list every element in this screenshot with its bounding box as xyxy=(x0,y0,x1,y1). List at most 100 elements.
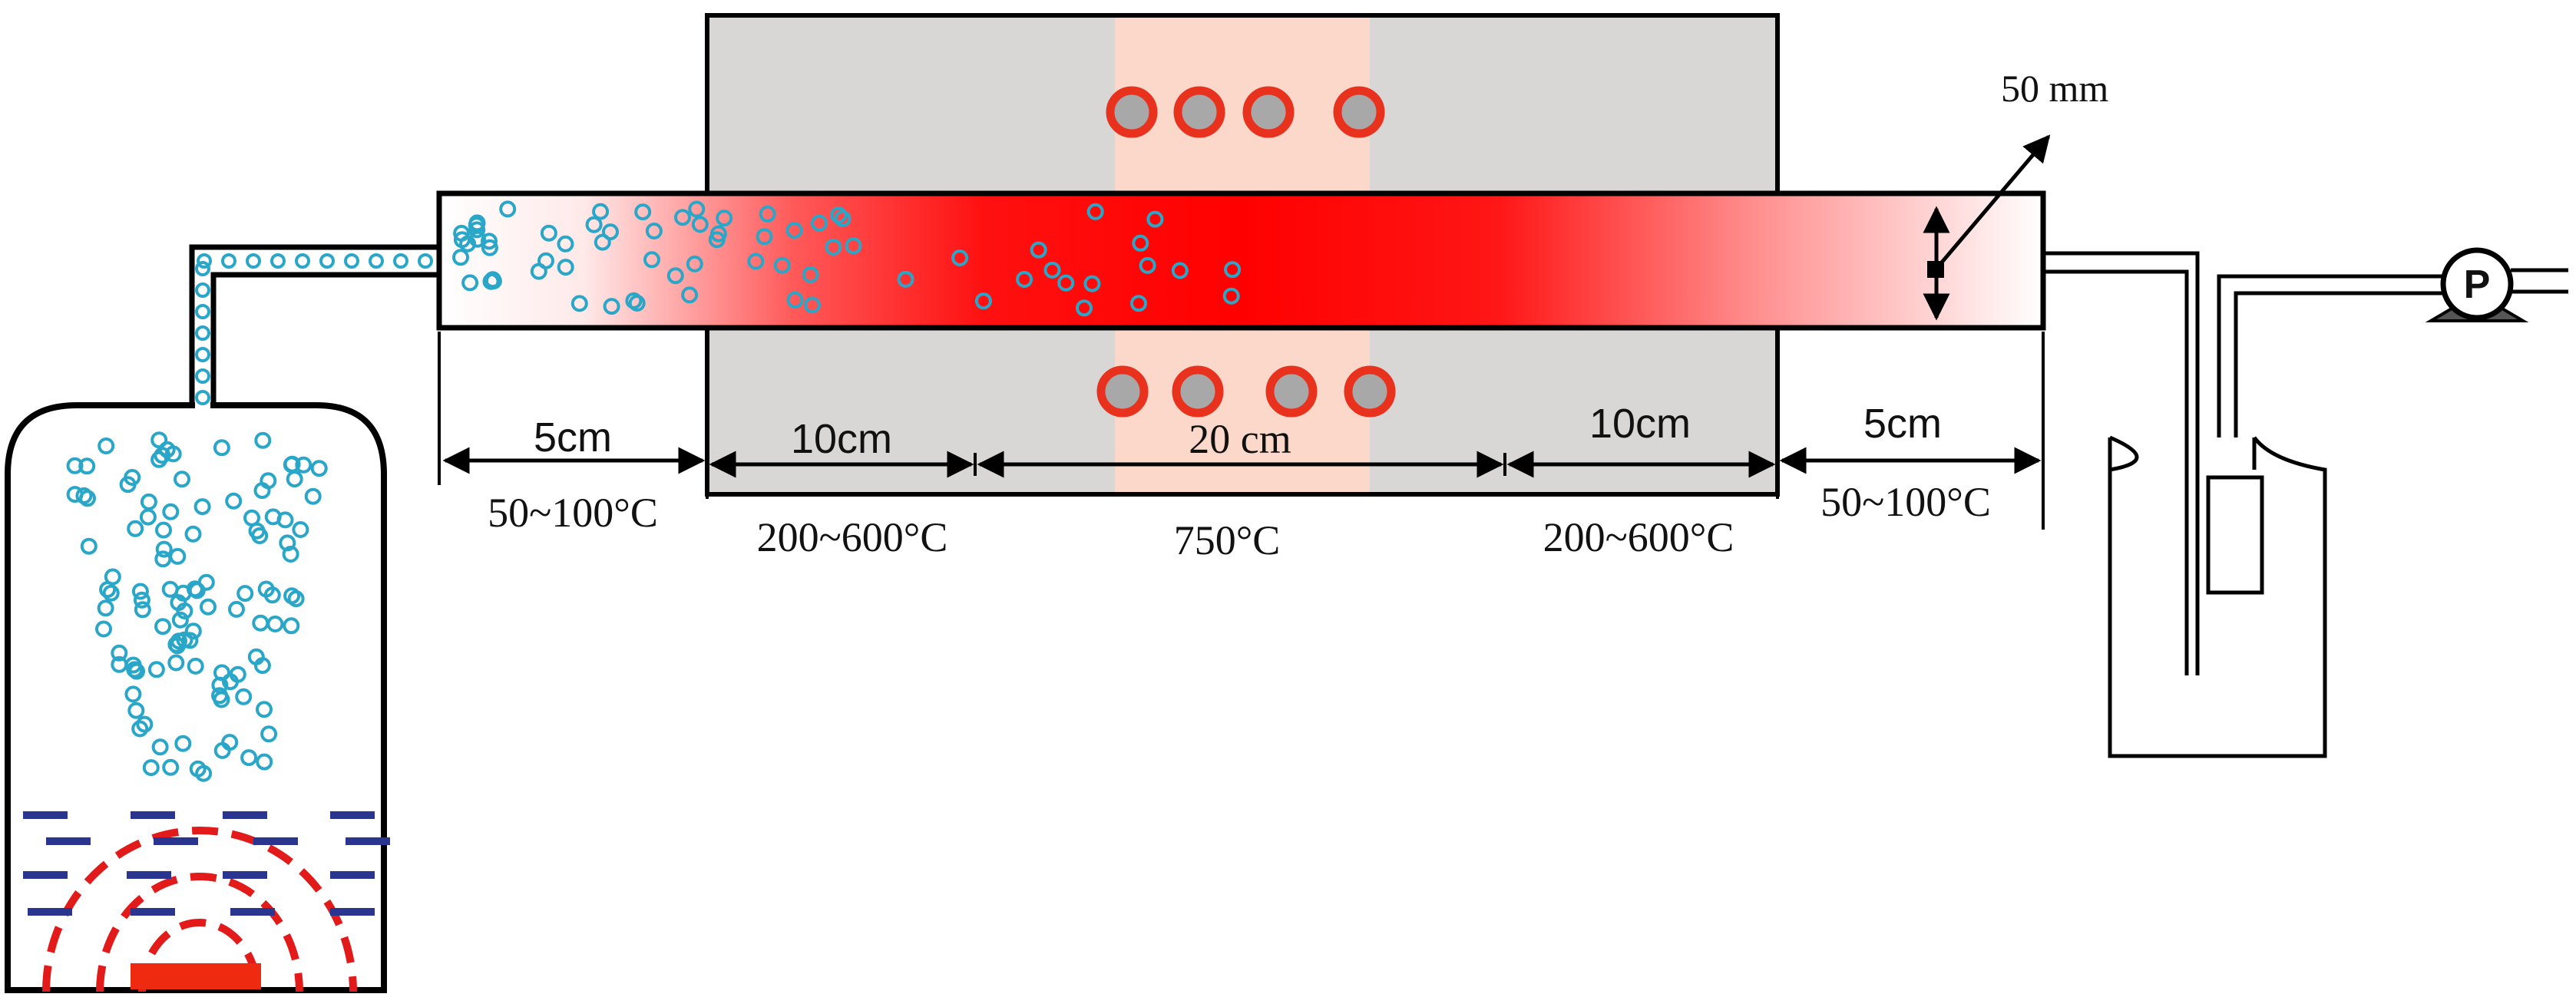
droplet xyxy=(171,611,189,629)
droplet xyxy=(344,253,359,269)
ultrasonic-transducer xyxy=(131,963,261,989)
droplet xyxy=(481,233,498,250)
droplet xyxy=(124,685,142,703)
zone-4-length: 10cm xyxy=(1589,401,1691,447)
droplet xyxy=(174,735,192,752)
droplet xyxy=(279,534,296,552)
zone-1-temperature: 50~100°C xyxy=(488,490,658,536)
diameter-indicator: 50 mm xyxy=(1923,67,2108,321)
droplet xyxy=(811,214,828,232)
droplet xyxy=(111,644,128,662)
droplet xyxy=(136,715,154,733)
droplet xyxy=(830,206,848,224)
droplet xyxy=(645,223,663,239)
droplet xyxy=(195,261,210,276)
droplet xyxy=(195,304,210,319)
aerosol-droplets xyxy=(66,200,1242,782)
droplet xyxy=(393,253,408,269)
droplet xyxy=(974,292,992,310)
droplet xyxy=(825,239,842,256)
droplet xyxy=(304,487,322,505)
heating-elements-top xyxy=(1106,86,1385,138)
droplet xyxy=(184,622,202,640)
droplet xyxy=(235,688,253,705)
pump-icon xyxy=(2440,247,2514,321)
droplet xyxy=(785,222,803,239)
droplet xyxy=(189,760,207,778)
droplet xyxy=(691,216,709,233)
zone-3-temperature: 750°C xyxy=(1174,517,1281,563)
droplet xyxy=(256,701,273,718)
droplet xyxy=(211,687,228,705)
heater-element-icon xyxy=(1106,86,1158,138)
droplet xyxy=(78,457,96,475)
droplet xyxy=(283,617,300,635)
droplet xyxy=(193,498,211,516)
droplet xyxy=(461,274,479,292)
droplet xyxy=(247,648,265,665)
droplet xyxy=(75,487,93,504)
droplet xyxy=(197,253,212,269)
droplet xyxy=(1171,262,1189,279)
droplet xyxy=(897,270,914,288)
droplet xyxy=(1030,241,1047,259)
droplet xyxy=(263,586,281,604)
droplet xyxy=(603,298,620,315)
droplet xyxy=(1224,261,1242,279)
droplet xyxy=(537,252,554,269)
droplet xyxy=(222,673,239,691)
droplet xyxy=(155,521,172,539)
droplet xyxy=(154,618,171,636)
droplet xyxy=(147,661,165,678)
droplet xyxy=(256,753,273,771)
droplet xyxy=(1146,210,1164,228)
droplet xyxy=(95,620,112,638)
droplet xyxy=(150,431,168,449)
droplet xyxy=(1057,274,1075,292)
droplet xyxy=(592,203,610,220)
droplet xyxy=(310,460,328,477)
droplet xyxy=(1222,287,1240,305)
droplet xyxy=(161,580,179,598)
droplet xyxy=(134,601,151,619)
droplet xyxy=(643,251,660,269)
droplet xyxy=(1076,299,1093,317)
droplet xyxy=(169,547,187,565)
trap-filter xyxy=(2206,475,2264,595)
droplet xyxy=(1139,256,1156,274)
droplet xyxy=(243,509,260,527)
droplet xyxy=(80,537,98,555)
droplet xyxy=(260,472,277,490)
droplet xyxy=(221,253,236,269)
droplet xyxy=(131,583,149,600)
droplet xyxy=(594,233,611,251)
droplet xyxy=(286,470,303,488)
ultrasonic-waves xyxy=(42,827,357,992)
droplet xyxy=(195,347,210,362)
droplet xyxy=(254,431,272,449)
droplet xyxy=(295,253,310,269)
heating-elements-bottom xyxy=(1096,365,1396,418)
droplet xyxy=(319,253,335,269)
droplet xyxy=(184,525,202,543)
droplet xyxy=(236,585,254,603)
droplet xyxy=(195,325,210,341)
droplet xyxy=(499,200,517,218)
droplet xyxy=(162,503,180,520)
droplet xyxy=(162,758,180,776)
droplet xyxy=(176,603,193,619)
droplet xyxy=(468,214,486,232)
droplet xyxy=(66,457,84,474)
droplet xyxy=(131,720,149,738)
outlet-system xyxy=(2043,251,2469,758)
droplet xyxy=(133,591,150,609)
trap-bottle xyxy=(2108,435,2327,758)
droplet xyxy=(167,636,185,653)
quartz-tube xyxy=(436,190,2046,331)
droplet xyxy=(1043,261,1061,279)
zone-5-length: 5cm xyxy=(1863,401,1942,447)
droplet xyxy=(128,662,145,680)
droplet xyxy=(142,759,160,777)
droplet xyxy=(708,231,726,249)
droplet xyxy=(570,295,588,312)
